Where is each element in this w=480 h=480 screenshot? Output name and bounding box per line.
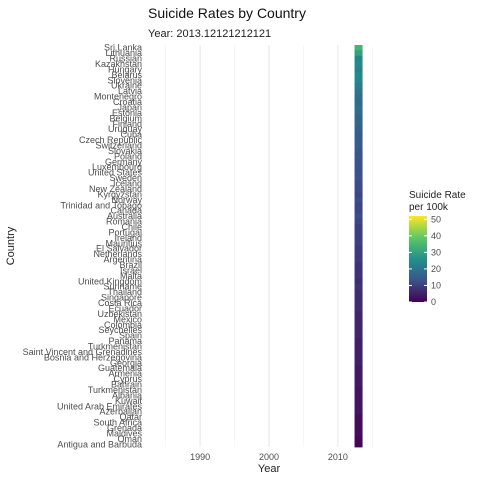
legend-tick-label: 0	[431, 297, 436, 307]
heatmap-tile	[355, 132, 363, 138]
heatmap-tile	[355, 425, 363, 431]
legend-colorbar	[409, 216, 427, 302]
heatmap-tile	[355, 398, 363, 404]
heatmap-tile	[355, 203, 363, 209]
heatmap-tile	[355, 121, 363, 127]
x-axis-title: Year	[258, 463, 281, 475]
heatmap-tile	[355, 284, 363, 290]
heatmap-tile	[355, 105, 363, 111]
heatmap-tile	[355, 72, 363, 78]
heatmap-tile	[355, 197, 363, 203]
heatmap-tile	[355, 442, 363, 448]
heatmap-tile	[355, 88, 363, 94]
heatmap-tile	[355, 230, 363, 236]
heatmap-tile	[355, 404, 363, 410]
heatmap-tile	[355, 235, 363, 241]
heatmap-tile	[355, 338, 363, 344]
heatmap-tile	[355, 94, 363, 100]
heatmap-tile	[355, 387, 363, 393]
heatmap-tile	[355, 192, 363, 198]
heatmap-tile	[355, 349, 363, 355]
year-tick-labels: 1990 2000 2010	[190, 452, 348, 462]
color-legend: Suicide Rate per 100k 50 40 30 20 10 0	[409, 190, 466, 307]
heatmap-tile	[355, 50, 363, 56]
heatmap-tile	[355, 436, 363, 442]
chart-title: Suicide Rates by Country	[148, 5, 306, 21]
heatmap-tile	[355, 268, 363, 274]
heatmap-tile	[355, 61, 363, 67]
heatmap-tile	[355, 300, 363, 306]
heatmap-tile	[355, 110, 363, 116]
heatmap-tile	[355, 382, 363, 388]
heatmap-tile	[355, 67, 363, 73]
legend-tick-label: 50	[431, 214, 441, 224]
heatmap-tile	[355, 83, 363, 89]
legend-tick-label: 30	[431, 247, 441, 257]
legend-tick-label: 40	[431, 231, 441, 241]
heatmap-tile	[355, 322, 363, 328]
heatmap-tile	[355, 213, 363, 219]
heatmap-tile	[355, 126, 363, 132]
heatmap-tile	[355, 306, 363, 312]
heatmap-tile	[355, 317, 363, 323]
heatmap-tile	[355, 165, 363, 171]
heatmap-tile	[355, 78, 363, 84]
heatmap-tile	[355, 289, 363, 295]
heatmap-tiles	[355, 45, 363, 447]
plot-gridlines	[166, 45, 373, 447]
year-tick-label: 2010	[328, 452, 348, 462]
heatmap-tile	[355, 116, 363, 122]
heatmap-tile	[355, 251, 363, 257]
heatmap-tile	[355, 355, 363, 361]
heatmap-tile	[355, 431, 363, 437]
heatmap-tile	[355, 371, 363, 377]
heatmap-tile	[355, 159, 363, 165]
heatmap-tile	[355, 45, 363, 51]
heatmap-tile	[355, 181, 363, 187]
heatmap-tile	[355, 246, 363, 252]
heatmap-tile	[355, 376, 363, 382]
heatmap-tile	[355, 208, 363, 214]
heatmap-tile	[355, 143, 363, 149]
heatmap-tile	[355, 360, 363, 366]
heatmap-tile	[355, 279, 363, 285]
chart-subtitle: Year: 2013.12121212121	[148, 28, 271, 40]
heatmap-tile	[355, 366, 363, 372]
heatmap-tile	[355, 333, 363, 339]
heatmap-tile	[355, 175, 363, 181]
heatmap-tile	[355, 262, 363, 268]
heatmap-tile	[355, 257, 363, 263]
heatmap-tile	[355, 219, 363, 225]
heatmap-tile	[355, 170, 363, 176]
heatmap-tile	[355, 154, 363, 160]
heatmap-tile	[355, 295, 363, 301]
legend-title-line1: Suicide Rate	[409, 190, 466, 201]
heatmap-tile	[355, 409, 363, 415]
heatmap-tile	[355, 137, 363, 143]
year-tick-label: 2000	[259, 452, 279, 462]
heatmap-tile	[355, 224, 363, 230]
heatmap-tile	[355, 311, 363, 317]
legend-tick-label: 10	[431, 280, 441, 290]
heatmap-tile	[355, 56, 363, 62]
heatmap-tile	[355, 344, 363, 350]
heatmap-tile	[355, 148, 363, 154]
heatmap-tile	[355, 99, 363, 105]
heatmap-tile	[355, 420, 363, 426]
heatmap-tile	[355, 241, 363, 247]
y-axis-title: Country	[5, 226, 17, 265]
country-tick-label: Antigua and Barbuda	[57, 439, 142, 449]
heatmap-tile	[355, 273, 363, 279]
country-tick-labels: Sri LankaLithuaniaRussianKazakhstanHunga…	[23, 43, 143, 450]
heatmap-tile	[355, 186, 363, 192]
year-tick-label: 1990	[190, 452, 210, 462]
heatmap-tile	[355, 393, 363, 399]
heatmap-tile	[355, 327, 363, 333]
legend-tick-label: 20	[431, 264, 441, 274]
heatmap-tile	[355, 414, 363, 420]
legend-title-line2: per 100k	[409, 202, 449, 213]
